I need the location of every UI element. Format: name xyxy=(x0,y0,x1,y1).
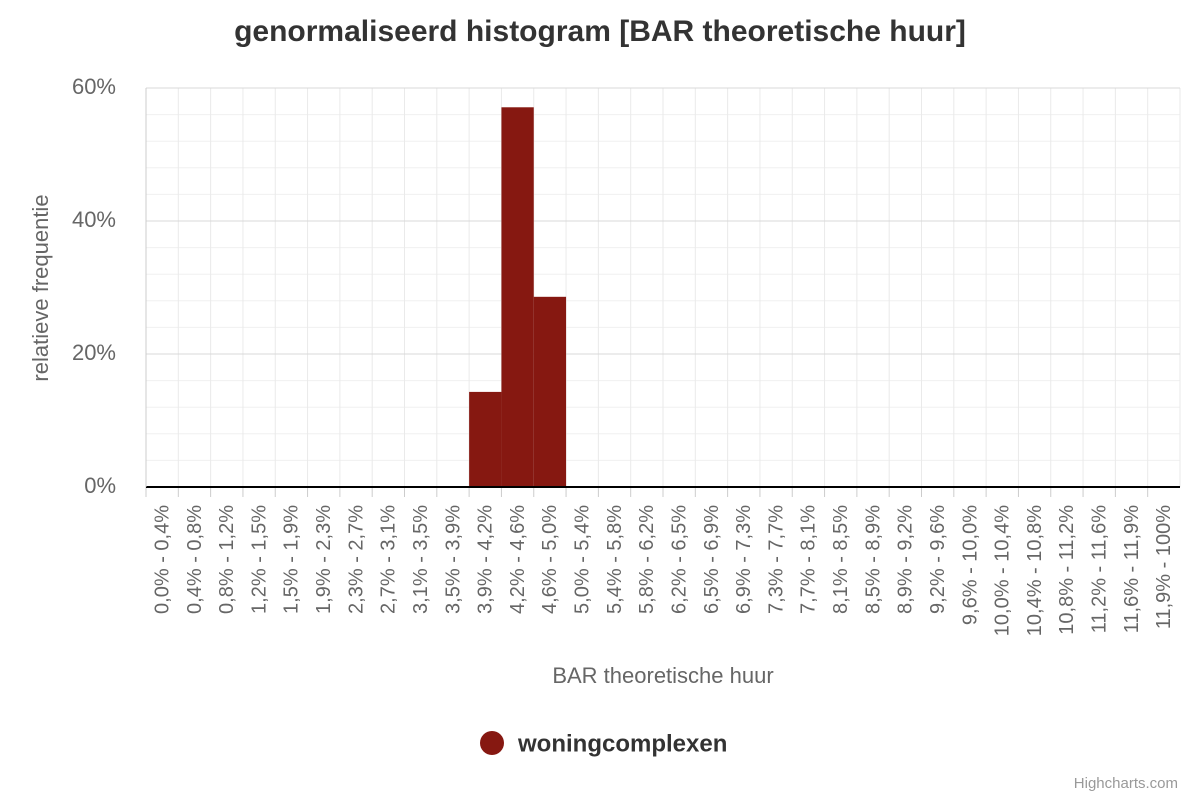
x-tick-label: 10,0% - 10,4% xyxy=(992,505,1014,636)
x-tick-label: 0,8% - 1,2% xyxy=(216,505,238,614)
x-tick-label: 7,3% - 7,7% xyxy=(765,505,787,614)
x-tick-label: 4,6% - 5,0% xyxy=(539,505,561,614)
x-tick-label: 7,7% - 8,1% xyxy=(798,505,820,614)
x-tick-label: 8,5% - 8,9% xyxy=(862,505,884,614)
x-tick-label: 2,7% - 3,1% xyxy=(378,505,400,614)
x-tick-label: 2,3% - 2,7% xyxy=(345,505,367,614)
x-tick-label: 6,5% - 6,9% xyxy=(701,505,723,614)
x-tick-label: 0,0% - 0,4% xyxy=(151,505,173,614)
x-axis-title: BAR theoretische huur xyxy=(552,663,773,688)
x-tick-label: 1,5% - 1,9% xyxy=(281,505,303,614)
x-tick-label: 4,2% - 4,6% xyxy=(507,505,529,614)
x-tick-label: 6,9% - 7,3% xyxy=(733,505,755,614)
bar xyxy=(533,296,567,487)
x-tick-label: 11,9% - 100% xyxy=(1153,505,1175,629)
x-tick-label: 5,8% - 6,2% xyxy=(636,505,658,614)
bar xyxy=(501,107,534,487)
x-tick-label: 9,2% - 9,6% xyxy=(927,505,949,614)
chart-title: genormaliseerd histogram [BAR theoretisc… xyxy=(234,15,966,48)
y-tick-label: 40% xyxy=(72,207,116,232)
x-tick-label: 11,2% - 11,6% xyxy=(1089,505,1111,633)
y-axis-title: relatieve frequentie xyxy=(28,194,53,381)
x-tick-label: 8,1% - 8,5% xyxy=(830,505,852,614)
x-tick-label: 1,9% - 2,3% xyxy=(313,505,335,614)
y-tick-label: 0% xyxy=(84,473,116,498)
x-tick-label: 5,0% - 5,4% xyxy=(572,505,594,614)
x-tick-label: 11,6% - 11,9% xyxy=(1121,505,1143,633)
bar xyxy=(469,391,502,487)
x-tick-label: 10,8% - 11,2% xyxy=(1056,505,1078,635)
y-tick-label: 60% xyxy=(72,74,116,99)
x-tick-label: 8,9% - 9,2% xyxy=(895,505,917,614)
x-tick-label: 3,9% - 4,2% xyxy=(475,505,497,614)
legend-label[interactable]: woningcomplexen xyxy=(517,730,727,757)
x-tick-label: 0,4% - 0,8% xyxy=(184,505,206,614)
y-tick-label: 20% xyxy=(72,340,116,365)
credits: Highcharts.com xyxy=(1074,775,1178,792)
x-tick-label: 1,2% - 1,5% xyxy=(248,505,270,614)
x-tick-label: 9,6% - 10,0% xyxy=(959,505,981,625)
x-tick-label: 10,4% - 10,8% xyxy=(1024,505,1046,636)
x-tick-label: 3,1% - 3,5% xyxy=(410,505,432,614)
x-tick-label: 6,2% - 6,5% xyxy=(668,505,690,614)
x-tick-label: 3,5% - 3,9% xyxy=(442,505,464,614)
x-tick-label: 5,4% - 5,8% xyxy=(604,505,626,614)
legend-marker xyxy=(480,731,504,755)
